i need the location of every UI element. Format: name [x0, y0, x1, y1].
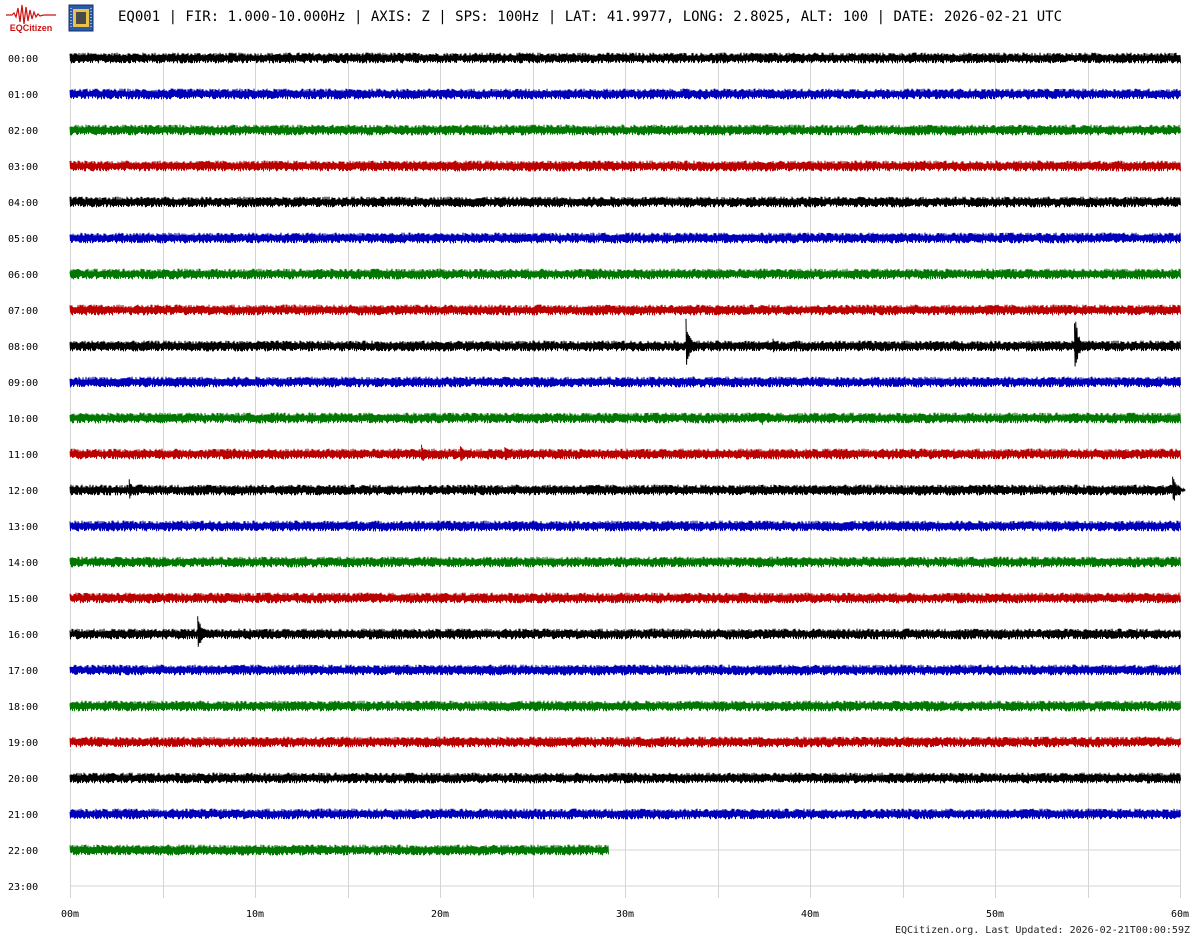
row-label: 15:00 — [8, 594, 38, 605]
row-label: 22:00 — [8, 846, 38, 857]
seismic-event-spike — [459, 446, 474, 462]
eqcitizen-logo: EQCitizen — [6, 4, 56, 33]
row-label: 10:00 — [8, 414, 38, 425]
seismic-trace — [69, 484, 1181, 496]
row-label: 23:00 — [8, 882, 38, 893]
x-tick-label: 30m — [616, 909, 634, 920]
seismic-event-spike — [197, 616, 211, 647]
row-label: 14:00 — [8, 558, 38, 569]
row-label: 08:00 — [8, 342, 38, 353]
axis-labels: 00:00 01:00 02:00 03:00 04:00 05:00 06:00 07:00… — [8, 54, 1189, 920]
seismic-trace — [69, 304, 1181, 316]
row-label: 07:00 — [8, 306, 38, 317]
logo-waveform-icon — [6, 4, 56, 25]
row-label: 04:00 — [8, 198, 38, 209]
seismic-trace — [69, 376, 1181, 388]
seismic-trace — [69, 556, 1181, 568]
x-tick-label: 00m — [61, 909, 79, 920]
row-label: 20:00 — [8, 774, 38, 785]
seismic-trace — [69, 736, 1181, 748]
seismic-trace — [69, 232, 1181, 244]
row-label: 11:00 — [8, 450, 38, 461]
row-label: 05:00 — [8, 234, 38, 245]
row-label: 16:00 — [8, 630, 38, 641]
seismic-trace — [69, 448, 1181, 460]
row-label: 19:00 — [8, 738, 38, 749]
seismic-trace — [69, 664, 1181, 676]
row-label: 02:00 — [8, 126, 38, 137]
row-label: 00:00 — [8, 54, 38, 65]
seismic-event-spike — [504, 447, 518, 461]
seismic-event-spike — [421, 444, 435, 461]
seismic-trace — [69, 592, 1181, 604]
x-tick-label: 20m — [431, 909, 449, 920]
x-tick-label: 50m — [986, 909, 1004, 920]
seismic-event-spike — [1172, 476, 1186, 501]
seismic-event-spike — [761, 412, 775, 425]
seismic-trace — [69, 52, 1181, 64]
traces — [69, 52, 1186, 856]
row-label: 18:00 — [8, 702, 38, 713]
seismic-trace — [69, 124, 1181, 136]
seismic-trace — [69, 700, 1181, 712]
chart-title: EQ001 | FIR: 1.000-10.000Hz | AXIS: Z | … — [118, 9, 1063, 25]
row-label: 13:00 — [8, 522, 38, 533]
seismic-trace — [69, 520, 1181, 532]
row-label: 01:00 — [8, 90, 38, 101]
seismic-trace — [69, 412, 1181, 424]
seismic-event-spike — [685, 318, 700, 365]
seismic-trace — [69, 844, 609, 856]
x-tick-label: 60m — [1171, 909, 1189, 920]
logo-text: EQCitizen — [10, 23, 53, 33]
row-label: 17:00 — [8, 666, 38, 677]
seismic-event-spike — [1074, 321, 1088, 367]
seismic-trace — [69, 196, 1181, 208]
sensor-device-icon — [68, 4, 94, 32]
row-label: 06:00 — [8, 270, 38, 281]
x-tick-label: 10m — [246, 909, 264, 920]
grid — [70, 57, 1181, 898]
seismic-event-spike — [128, 479, 143, 499]
seismic-trace — [69, 808, 1181, 820]
seismic-trace — [69, 160, 1181, 172]
row-label: 12:00 — [8, 486, 38, 497]
seismic-trace — [69, 628, 1181, 640]
seismic-trace — [69, 88, 1181, 100]
seismic-trace — [69, 268, 1181, 280]
seismic-trace — [69, 340, 1181, 352]
seismic-trace — [69, 772, 1181, 784]
row-label: 21:00 — [8, 810, 38, 821]
header: EQCitizen EQ001 | FIR: 1.000-10.000Hz | … — [0, 0, 1200, 36]
seismic-event-spike — [772, 338, 786, 353]
last-updated-footer: EQCitizen.org. Last Updated: 2026-02-21T… — [894, 925, 1190, 936]
row-label: 03:00 — [8, 162, 38, 173]
row-label: 09:00 — [8, 378, 38, 389]
x-tick-label: 40m — [801, 909, 819, 920]
